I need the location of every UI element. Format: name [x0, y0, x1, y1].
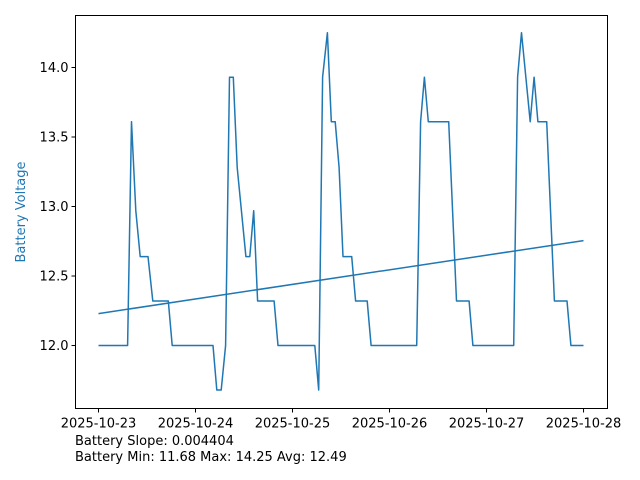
x-tick-label: 2025-10-23	[61, 417, 137, 432]
y-tick-label: 12.5	[40, 270, 69, 285]
axes-frame	[75, 15, 608, 409]
y-tick-label: 12.0	[40, 339, 69, 354]
battery-slope-text: Battery Slope: 0.004404	[75, 434, 234, 449]
x-tick-label: 2025-10-26	[352, 417, 428, 432]
y-tick-label: 13.0	[40, 200, 69, 215]
x-tick-label: 2025-10-24	[158, 417, 234, 432]
y-tick-label: 13.5	[40, 131, 69, 146]
y-tick-label: 14.0	[40, 61, 69, 76]
battery-voltage-line	[98, 31, 584, 391]
y-axis-label: Battery Voltage	[14, 161, 29, 262]
x-tick-label: 2025-10-28	[546, 417, 622, 432]
battery-stats-text: Battery Min: 11.68 Max: 14.25 Avg: 12.49	[75, 450, 347, 465]
x-tick-label: 2025-10-25	[255, 417, 331, 432]
trend-line	[98, 239, 584, 315]
x-tick-label: 2025-10-27	[449, 417, 525, 432]
